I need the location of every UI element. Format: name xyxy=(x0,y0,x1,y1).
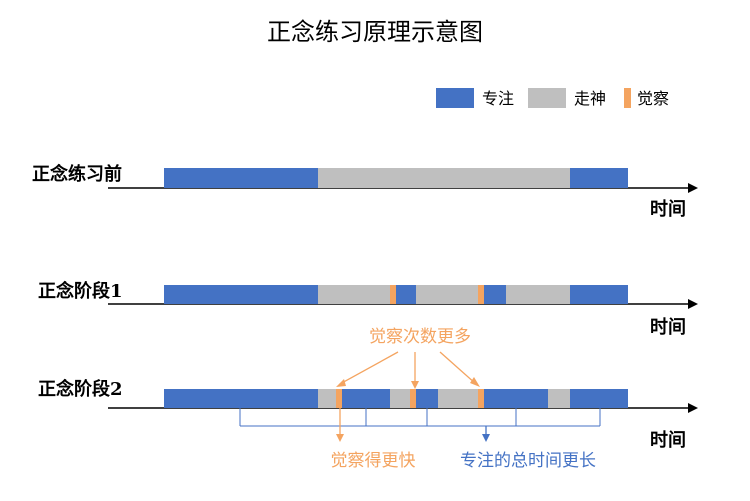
segment-wander xyxy=(318,285,390,304)
annotation-more-awareness-text: 觉察次数更多 xyxy=(369,327,471,347)
annotation-arrow-left xyxy=(339,351,399,385)
annotation-arrowhead-left xyxy=(336,379,346,387)
axis-label-time-1: 时间 xyxy=(650,199,686,220)
annotation-longer-focus: 专注的总时间更长 xyxy=(460,426,596,471)
segment-focus xyxy=(396,285,416,304)
legend-swatch-aware xyxy=(624,88,631,108)
legend-swatch-wander xyxy=(528,88,566,108)
segment-focus xyxy=(164,389,318,408)
row-label-before: 正念练习前 xyxy=(32,163,122,185)
annotation-longer-focus-text: 专注的总时间更长 xyxy=(460,451,596,471)
arrow-faster-head xyxy=(336,434,344,442)
segment-wander xyxy=(318,168,570,188)
annotation-arrowhead-right xyxy=(470,377,480,387)
legend-swatch-focus xyxy=(436,88,474,108)
axis-label-time-3: 时间 xyxy=(650,430,686,451)
segment-focus xyxy=(484,285,506,304)
row-stage-2: 正念阶段2 时间 xyxy=(38,378,698,451)
axis-arrow-2 xyxy=(688,299,698,309)
diagram-title: 正念练习原理示意图 xyxy=(267,18,483,46)
row-label-stage-2: 正念阶段2 xyxy=(38,378,123,400)
axis-label-time-2: 时间 xyxy=(650,317,686,338)
legend: 专注 走神 觉察 xyxy=(436,88,669,108)
segment-aware xyxy=(336,389,342,408)
row-stage-1: 正念阶段1 时间 xyxy=(38,280,698,338)
segment-aware xyxy=(390,285,396,304)
segment-wander xyxy=(506,285,570,304)
segment-focus xyxy=(416,389,438,408)
segment-focus xyxy=(570,168,628,188)
segment-focus xyxy=(342,389,390,408)
row-label-stage-1: 正念阶段1 xyxy=(38,280,123,302)
segment-wander xyxy=(438,389,478,408)
segment-focus xyxy=(164,168,318,188)
arrow-longer-head xyxy=(482,434,490,442)
segment-aware xyxy=(478,389,484,408)
axis-arrow-1 xyxy=(688,183,698,193)
segment-wander xyxy=(548,389,570,408)
segment-wander xyxy=(390,389,410,408)
axis-arrow-3 xyxy=(688,403,698,413)
legend-label-focus: 专注 xyxy=(482,89,514,108)
segment-wander xyxy=(416,285,478,304)
annotation-faster-awareness-text: 觉察得更快 xyxy=(331,451,416,471)
annotation-arrowhead-middle xyxy=(411,381,419,389)
segment-focus xyxy=(570,389,628,408)
segment-focus xyxy=(570,285,628,304)
row-before-practice: 正念练习前 时间 xyxy=(32,163,698,220)
segment-wander xyxy=(318,389,336,408)
segment-aware xyxy=(410,389,416,408)
focus-total-bracket xyxy=(239,408,601,427)
annotation-arrow-right xyxy=(439,351,477,385)
annotation-more-awareness: 觉察次数更多 xyxy=(336,327,480,389)
segment-focus xyxy=(164,285,318,304)
annotation-faster-awareness: 觉察得更快 xyxy=(331,408,416,471)
legend-label-wander: 走神 xyxy=(574,89,606,108)
legend-label-aware: 觉察 xyxy=(637,89,669,108)
segment-aware xyxy=(478,285,484,304)
segment-focus xyxy=(484,389,548,408)
